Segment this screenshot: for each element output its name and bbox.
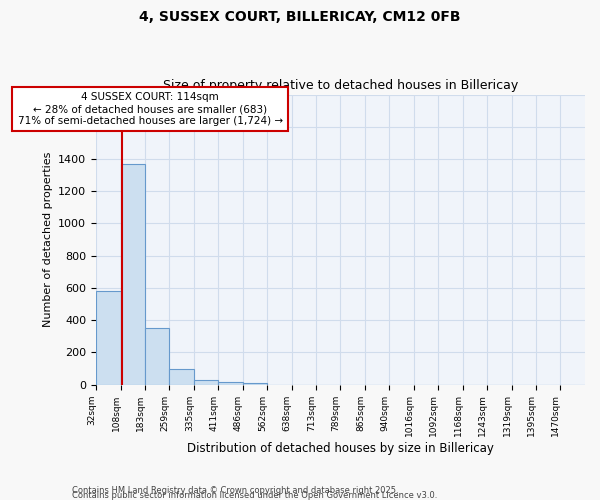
X-axis label: Distribution of detached houses by size in Billericay: Distribution of detached houses by size … bbox=[187, 442, 494, 455]
Bar bbox=[96, 291, 121, 384]
Text: Contains public sector information licensed under the Open Government Licence v3: Contains public sector information licen… bbox=[72, 491, 437, 500]
Bar bbox=[169, 370, 194, 384]
Text: 4 SUSSEX COURT: 114sqm
← 28% of detached houses are smaller (683)
71% of semi-de: 4 SUSSEX COURT: 114sqm ← 28% of detached… bbox=[17, 92, 283, 126]
Bar bbox=[194, 380, 218, 384]
Y-axis label: Number of detached properties: Number of detached properties bbox=[43, 152, 53, 328]
Bar bbox=[218, 382, 242, 384]
Title: Size of property relative to detached houses in Billericay: Size of property relative to detached ho… bbox=[163, 79, 518, 92]
Bar bbox=[145, 328, 169, 384]
Text: 4, SUSSEX COURT, BILLERICAY, CM12 0FB: 4, SUSSEX COURT, BILLERICAY, CM12 0FB bbox=[139, 10, 461, 24]
Text: Contains HM Land Registry data © Crown copyright and database right 2025.: Contains HM Land Registry data © Crown c… bbox=[72, 486, 398, 495]
Bar bbox=[121, 164, 145, 384]
Bar bbox=[242, 383, 267, 384]
